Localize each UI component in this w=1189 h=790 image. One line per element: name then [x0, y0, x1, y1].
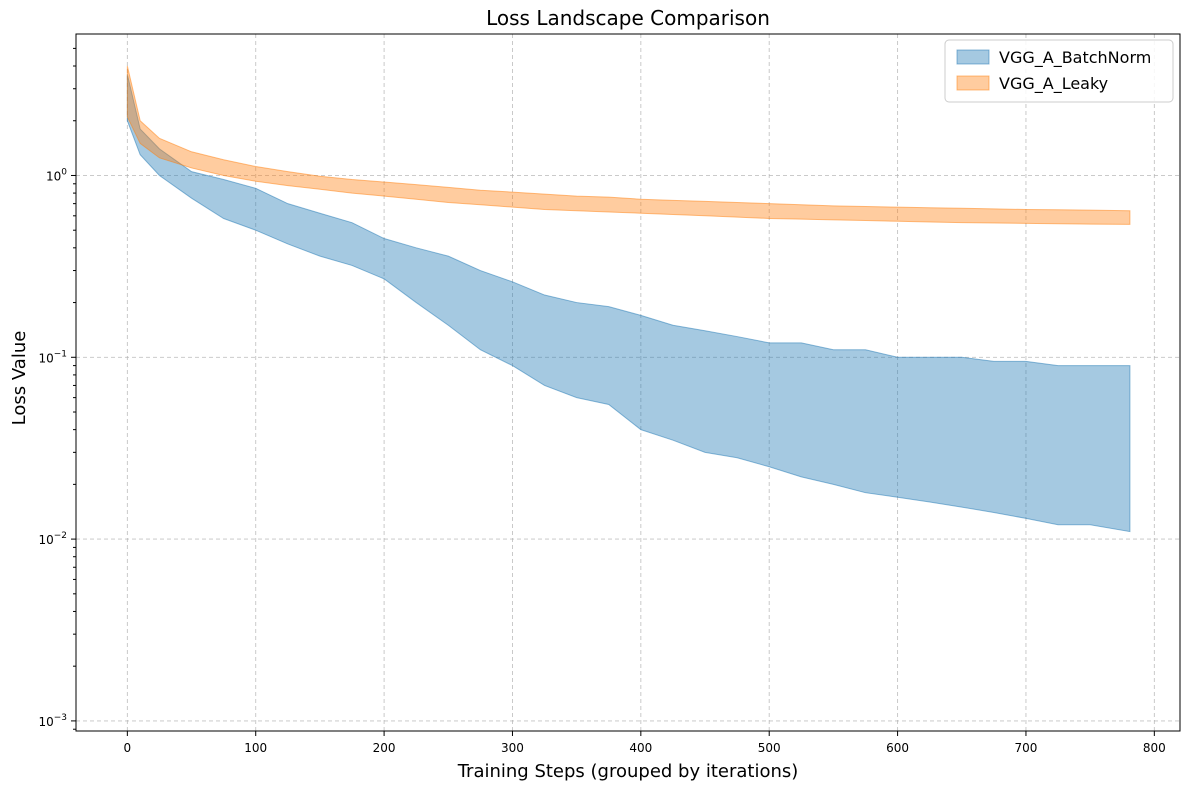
x-tick-label-2: 200 [373, 741, 396, 755]
x-axis-title: Training Steps (grouped by iterations) [457, 761, 799, 782]
legend-swatch-1 [956, 75, 990, 91]
series-band-vgg-a-batchnorm [126, 74, 1131, 533]
legend-label-1: VGG_A_Leaky [999, 74, 1108, 94]
y-tick-label-1: 10−2 [38, 531, 67, 547]
grid-layer [76, 34, 1180, 731]
y-tick-label-2: 10−1 [38, 349, 67, 365]
y-tick-label-0: 10−3 [38, 713, 67, 729]
x-tick-label-4: 400 [629, 741, 652, 755]
legend-swatch-0 [956, 49, 990, 65]
axis-layer: 0 100 200 300 400 500 600 700 800 10−3 10−2 10−1 100 [38, 33, 1181, 755]
x-tick-label-7: 700 [1015, 741, 1038, 755]
x-tick-label-0: 0 [124, 741, 132, 755]
y-tick-label-3: 100 [46, 167, 67, 183]
plot-frame [75, 33, 1181, 732]
legend-box [944, 39, 1174, 103]
series-layer [126, 65, 1131, 533]
x-tick-label-1: 100 [244, 741, 267, 755]
series-band-vgg-a-leaky [126, 65, 1131, 225]
x-tick-label-8: 800 [1143, 741, 1166, 755]
y-axis-title: Loss Value [9, 331, 30, 426]
legend-label-0: VGG_A_BatchNorm [999, 48, 1151, 68]
x-tick-label-6: 600 [886, 741, 909, 755]
x-tick-label-5: 500 [758, 741, 781, 755]
x-tick-label-3: 300 [501, 741, 524, 755]
legend: VGG_A_BatchNorm VGG_A_Leaky [944, 39, 1174, 103]
chart-title: Loss Landscape Comparison [486, 6, 770, 30]
